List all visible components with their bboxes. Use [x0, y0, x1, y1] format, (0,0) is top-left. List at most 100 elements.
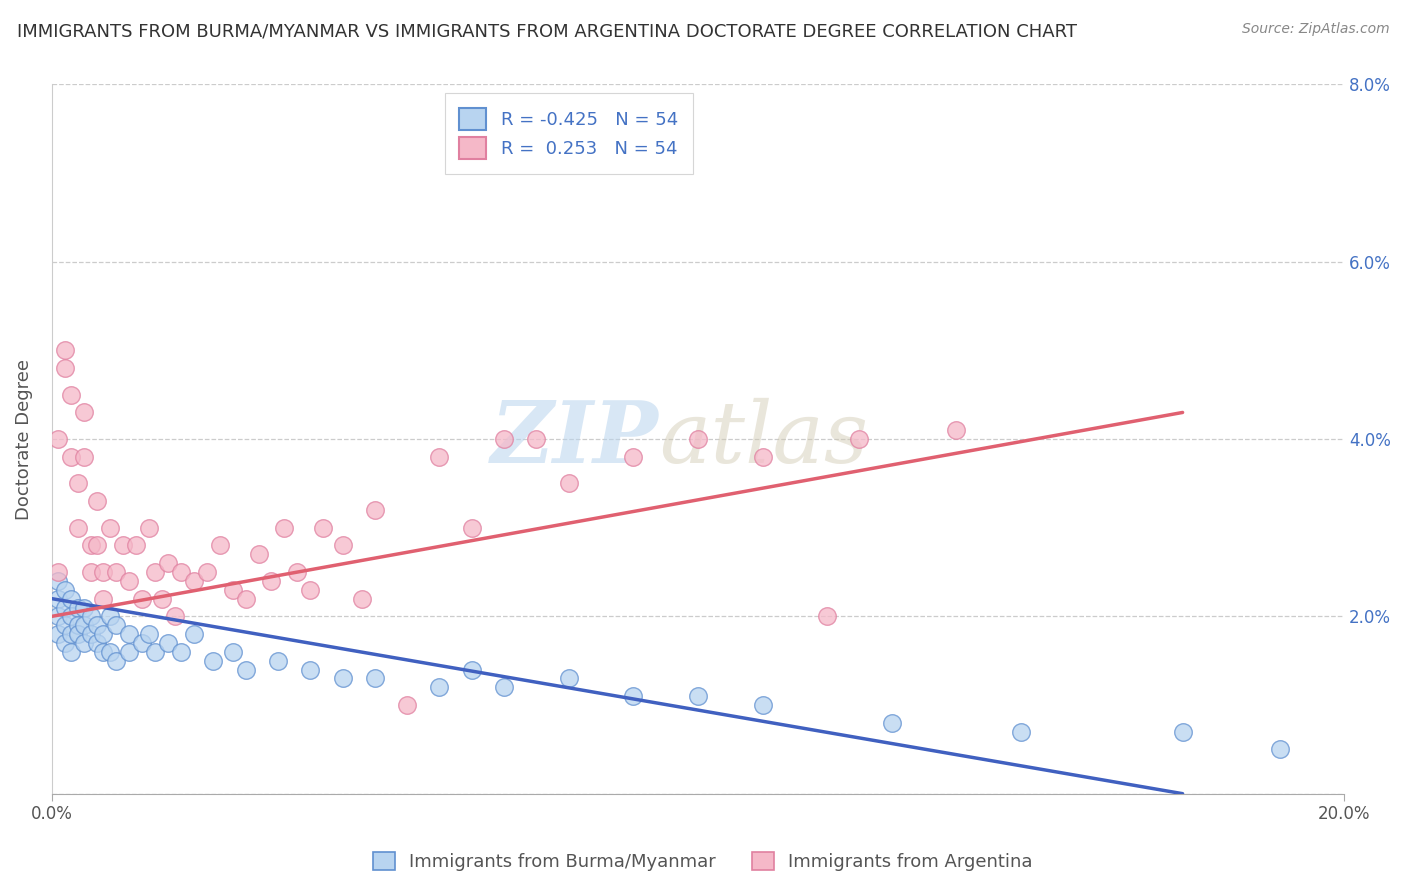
Point — [1171, 724, 1194, 739]
Point — [60, 627, 83, 641]
Point — [247, 547, 270, 561]
Point — [686, 432, 709, 446]
Text: ZIP: ZIP — [491, 397, 659, 481]
Y-axis label: Doctorate Degree: Doctorate Degree — [15, 359, 32, 519]
Point — [93, 627, 115, 641]
Point — [170, 565, 193, 579]
Point — [93, 565, 115, 579]
Point — [46, 627, 69, 641]
Point — [143, 645, 166, 659]
Point — [118, 627, 141, 641]
Point — [429, 681, 451, 695]
Point — [751, 450, 773, 464]
Point — [461, 663, 484, 677]
Point — [93, 591, 115, 606]
Point — [98, 609, 121, 624]
Point — [53, 636, 76, 650]
Point — [111, 538, 134, 552]
Point — [131, 636, 153, 650]
Point — [157, 636, 180, 650]
Point — [332, 538, 354, 552]
Point — [170, 645, 193, 659]
Point — [79, 609, 101, 624]
Point — [60, 645, 83, 659]
Point — [621, 450, 644, 464]
Point — [208, 538, 231, 552]
Point — [73, 636, 96, 650]
Point — [183, 574, 205, 588]
Point — [131, 591, 153, 606]
Point — [621, 689, 644, 703]
Point — [364, 503, 387, 517]
Point — [494, 432, 516, 446]
Point — [118, 645, 141, 659]
Point — [66, 521, 89, 535]
Point — [299, 663, 322, 677]
Point — [848, 432, 870, 446]
Point — [429, 450, 451, 464]
Point — [150, 591, 173, 606]
Point — [98, 521, 121, 535]
Point — [60, 591, 83, 606]
Point — [880, 715, 903, 730]
Point — [557, 672, 579, 686]
Point — [183, 627, 205, 641]
Point — [221, 645, 243, 659]
Point — [267, 654, 290, 668]
Point — [53, 582, 76, 597]
Point — [46, 565, 69, 579]
Point — [235, 591, 257, 606]
Point — [1268, 742, 1291, 756]
Point — [260, 574, 283, 588]
Point — [66, 476, 89, 491]
Point — [79, 565, 101, 579]
Point — [53, 618, 76, 632]
Point — [235, 663, 257, 677]
Point — [46, 609, 69, 624]
Point — [46, 432, 69, 446]
Legend: Immigrants from Burma/Myanmar, Immigrants from Argentina: Immigrants from Burma/Myanmar, Immigrant… — [366, 845, 1040, 879]
Point — [1010, 724, 1032, 739]
Point — [98, 645, 121, 659]
Point — [86, 538, 108, 552]
Point — [53, 600, 76, 615]
Point — [221, 582, 243, 597]
Point — [105, 654, 128, 668]
Point — [273, 521, 295, 535]
Point — [751, 698, 773, 712]
Point — [79, 538, 101, 552]
Point — [312, 521, 335, 535]
Point — [73, 405, 96, 419]
Point — [60, 450, 83, 464]
Point — [815, 609, 838, 624]
Point — [73, 450, 96, 464]
Point — [66, 627, 89, 641]
Point — [138, 521, 160, 535]
Point — [93, 645, 115, 659]
Text: IMMIGRANTS FROM BURMA/MYANMAR VS IMMIGRANTS FROM ARGENTINA DOCTORATE DEGREE CORR: IMMIGRANTS FROM BURMA/MYANMAR VS IMMIGRA… — [17, 22, 1077, 40]
Point — [73, 600, 96, 615]
Point — [157, 556, 180, 570]
Point — [105, 565, 128, 579]
Point — [46, 574, 69, 588]
Point — [285, 565, 308, 579]
Point — [350, 591, 373, 606]
Point — [945, 423, 967, 437]
Point — [105, 618, 128, 632]
Point — [138, 627, 160, 641]
Point — [202, 654, 225, 668]
Point — [66, 600, 89, 615]
Point — [494, 681, 516, 695]
Point — [299, 582, 322, 597]
Point — [79, 627, 101, 641]
Point — [86, 636, 108, 650]
Text: atlas: atlas — [659, 398, 869, 481]
Point — [195, 565, 218, 579]
Point — [46, 591, 69, 606]
Point — [60, 609, 83, 624]
Point — [86, 494, 108, 508]
Point — [53, 343, 76, 358]
Legend: R = -0.425   N = 54, R =  0.253   N = 54: R = -0.425 N = 54, R = 0.253 N = 54 — [444, 94, 693, 174]
Point — [60, 388, 83, 402]
Point — [73, 618, 96, 632]
